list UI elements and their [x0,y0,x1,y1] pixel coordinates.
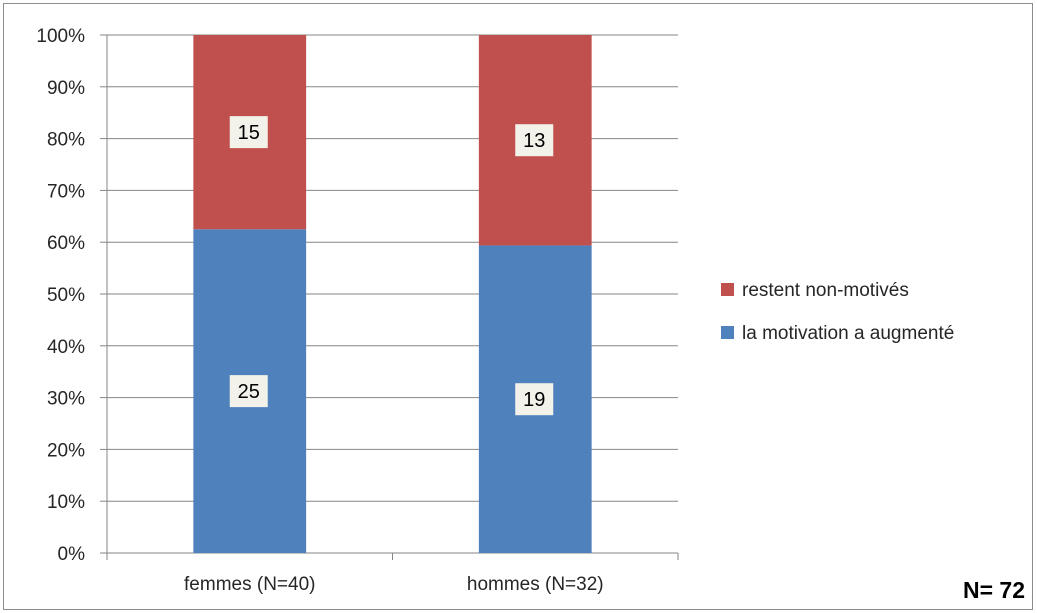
data-label-box [229,116,268,149]
y-tick-label: 70% [47,181,85,202]
data-label: 15 [238,122,260,144]
y-tick-label: 30% [47,389,85,410]
bar-data-labels: 25 15 19 13 [229,116,554,416]
data-label: 25 [238,381,260,403]
legend-swatch [721,283,734,296]
legend-label: la motivation a augmenté [742,323,954,344]
legend: restent non-motivés la motivation a augme… [721,280,954,344]
y-tick-label: 20% [47,440,85,461]
y-tick-label: 60% [47,233,85,254]
total-annotation: N= 72 [963,577,1025,603]
data-label: 19 [523,389,545,411]
y-axis-ticks: 0% 10% 20% 30% 40% 50% 60% 70% 80% 90% 100% [36,26,85,565]
x-axis-categories: femmes (N=40) hommes (N=32) [184,574,604,595]
y-tick-label: 100% [36,26,85,47]
data-label: 13 [523,130,545,152]
legend-swatch [721,326,734,339]
data-label-box [515,124,554,157]
y-tick-label: 80% [47,130,85,151]
y-tick-label: 50% [47,285,85,306]
y-tick-label: 90% [47,78,85,99]
x-category-label: hommes (N=32) [467,574,604,595]
y-tick-label: 0% [58,544,86,565]
y-tick-label: 10% [47,492,85,513]
data-label-box [515,383,554,416]
legend-label: restent non-motivés [742,280,909,301]
gridlines [107,34,678,502]
x-category-label: femmes (N=40) [184,574,315,595]
data-label-box [229,375,268,408]
y-tick-label: 40% [47,337,85,358]
